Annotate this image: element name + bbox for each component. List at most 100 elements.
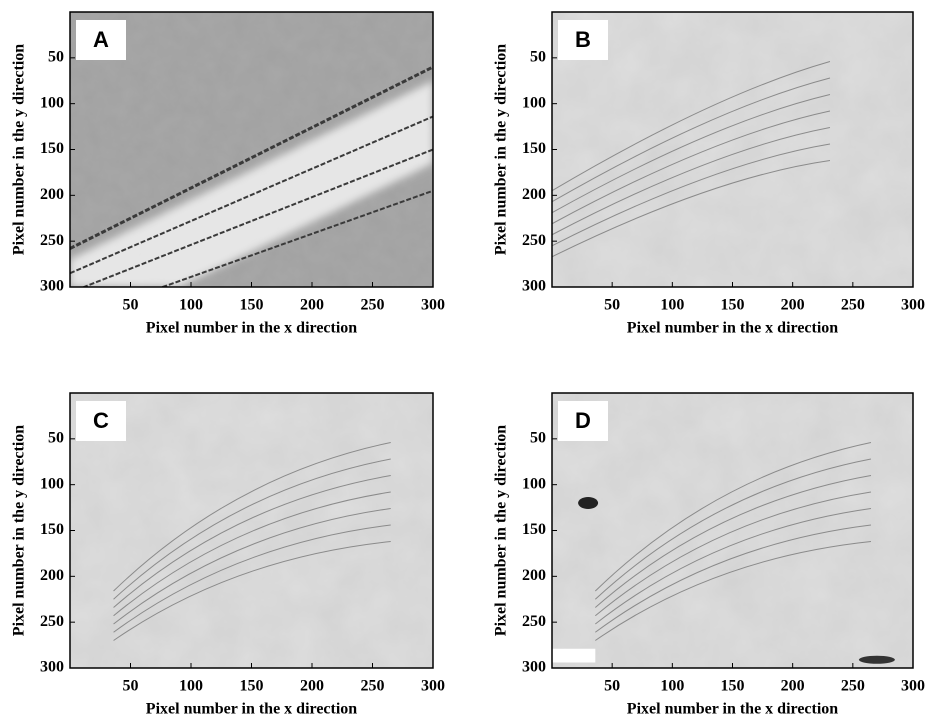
x-tick-label: 200	[300, 678, 324, 695]
wave-crest	[113, 458, 391, 600]
wave-crest	[113, 541, 391, 641]
wave-crest	[552, 127, 831, 236]
dark-patch	[578, 497, 599, 509]
dark-ridge	[81, 148, 433, 287]
panel: C 50 100 150 200 250 300 50 100 150 200 250 300 Pixel…	[11, 392, 445, 718]
y-axis-label: Pixel number in the y direction	[493, 425, 510, 637]
panel-letter: B	[575, 27, 591, 52]
x-tick-label: 300	[901, 678, 925, 695]
x-tick-label: 300	[421, 678, 445, 695]
x-tick-label: 250	[841, 297, 865, 314]
y-tick-label: 200	[522, 567, 546, 584]
image-texture	[70, 393, 433, 668]
dark-ridge	[70, 65, 433, 250]
x-tick-label: 250	[361, 297, 385, 314]
x-tick-label: 200	[781, 678, 805, 695]
wave-crest	[595, 524, 872, 633]
y-axis-label: Pixel number in the y direction	[11, 425, 28, 637]
wave-crest	[552, 77, 831, 203]
y-tick-label: 100	[40, 475, 64, 492]
dark-patch	[858, 655, 895, 664]
x-tick-label: 200	[781, 297, 805, 314]
y-tick-label: 50	[48, 430, 64, 447]
x-tick-label: 100	[179, 297, 203, 314]
y-tick-label: 150	[40, 521, 64, 538]
wave-crest	[113, 524, 391, 633]
y-tick-label: 100	[522, 94, 546, 111]
wave-crest	[552, 160, 831, 258]
y-tick-label: 50	[530, 430, 546, 447]
panel-letter: A	[93, 27, 109, 52]
y-tick-label: 100	[522, 475, 546, 492]
x-tick-label: 50	[604, 678, 620, 695]
y-tick-label: 50	[48, 49, 64, 66]
wave-crest	[113, 442, 391, 592]
x-tick-label: 200	[300, 297, 324, 314]
y-tick-label: 150	[40, 140, 64, 157]
y-tick-label: 200	[40, 186, 64, 203]
y-tick-label: 250	[40, 232, 64, 249]
x-tick-label: 50	[604, 297, 620, 314]
wave-crest	[595, 541, 872, 641]
wave-crest	[552, 61, 831, 192]
wave-crest	[594, 458, 872, 600]
wave-crest	[552, 143, 831, 247]
x-tick-label: 150	[240, 297, 264, 314]
image	[70, 393, 433, 668]
y-tick-label: 200	[522, 186, 546, 203]
panel-letter-box	[558, 20, 608, 60]
image	[70, 12, 433, 287]
x-axis-label: Pixel number in the x direction	[627, 701, 839, 718]
x-tick-label: 250	[361, 678, 385, 695]
x-axis-label: Pixel number in the x direction	[146, 701, 358, 718]
y-tick-label: 50	[530, 49, 546, 66]
panel: A 50 100 150 200 250 300 50 100 150 200 250 300 Pixel…	[11, 11, 445, 337]
y-tick-label: 300	[522, 278, 546, 295]
y-tick-label: 300	[522, 659, 546, 676]
x-tick-label: 100	[660, 678, 684, 695]
panel: D 50 100 150 200 250 300 50 100 150 200 250 300 Pixel…	[493, 392, 925, 718]
x-axis-label: Pixel number in the x direction	[146, 320, 358, 337]
x-tick-label: 100	[660, 297, 684, 314]
y-axis-label: Pixel number in the y direction	[11, 44, 28, 256]
wave-crest	[113, 508, 391, 625]
x-tick-label: 250	[841, 678, 865, 695]
y-tick-label: 100	[40, 94, 64, 111]
wave-crest	[113, 475, 391, 608]
wave-crest	[552, 94, 831, 214]
panel-letter-box	[76, 20, 126, 60]
wave-crest	[113, 491, 391, 617]
panel-letter: D	[575, 408, 591, 433]
dark-ridge	[159, 189, 433, 287]
wave-crest	[595, 491, 872, 617]
dark-ridge	[70, 115, 433, 275]
panel-letter-box	[76, 401, 126, 441]
panel: B 50 100 150 200 250 300 50 100 150 200 250 300 Pixel…	[493, 11, 925, 337]
x-tick-label: 300	[421, 297, 445, 314]
y-tick-label: 300	[40, 278, 64, 295]
y-tick-label: 250	[40, 613, 64, 630]
y-tick-label: 150	[522, 521, 546, 538]
x-axis-label: Pixel number in the x direction	[627, 320, 839, 337]
wave-crest	[594, 442, 872, 592]
image	[552, 393, 913, 668]
dark-patch	[552, 648, 596, 663]
y-tick-label: 300	[40, 659, 64, 676]
panel-letter: C	[93, 408, 109, 433]
wave-crest	[552, 110, 831, 225]
x-tick-label: 150	[240, 678, 264, 695]
y-tick-label: 250	[522, 232, 546, 249]
x-tick-label: 100	[179, 678, 203, 695]
wave-crest	[595, 508, 872, 625]
y-tick-label: 250	[522, 613, 546, 630]
panel-letter-box	[558, 401, 608, 441]
x-tick-label: 50	[123, 297, 139, 314]
y-tick-label: 200	[40, 567, 64, 584]
image-texture	[552, 12, 913, 287]
image	[552, 12, 913, 287]
y-tick-label: 150	[522, 140, 546, 157]
x-tick-label: 150	[721, 678, 745, 695]
image-texture	[552, 393, 913, 668]
bright-band	[70, 80, 433, 287]
